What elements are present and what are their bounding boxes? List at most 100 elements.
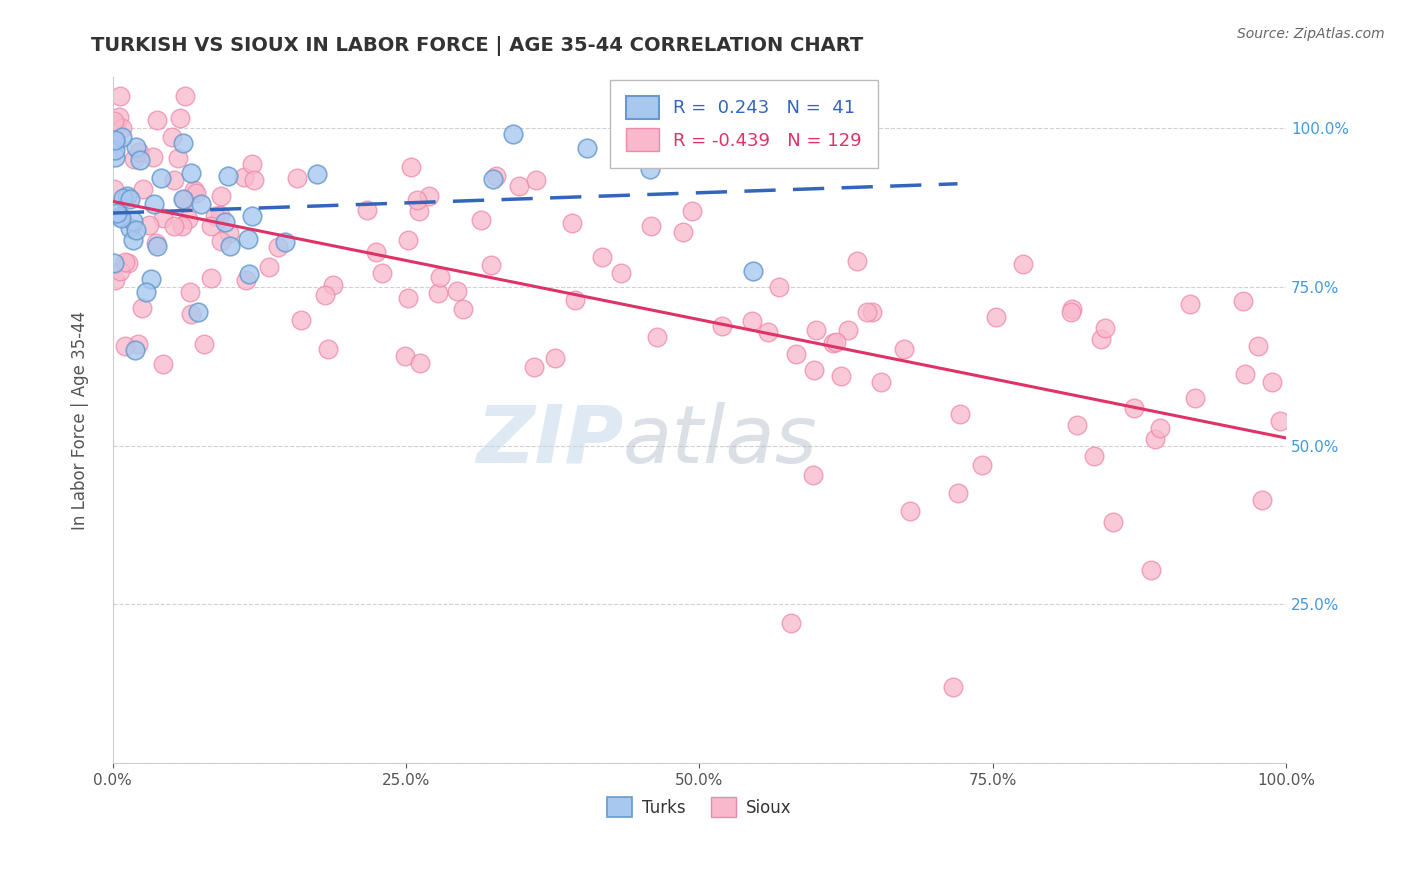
Point — [1234, 368, 1257, 382]
Point — [1060, 305, 1083, 319]
Point — [240, 209, 263, 223]
Point — [823, 335, 845, 350]
Point — [1062, 301, 1084, 316]
Point — [104, 133, 127, 147]
Point — [396, 291, 419, 305]
Point — [170, 219, 193, 233]
Point — [145, 112, 167, 127]
Point — [394, 349, 416, 363]
Point — [138, 218, 160, 232]
Point — [236, 232, 259, 246]
Point — [152, 211, 174, 225]
Point — [122, 233, 145, 247]
Point — [135, 285, 157, 299]
Point — [180, 307, 202, 321]
Point — [124, 140, 146, 154]
Point — [524, 173, 547, 187]
Point — [142, 197, 165, 211]
Point — [103, 255, 125, 269]
Point — [172, 192, 194, 206]
Point — [209, 235, 232, 249]
Text: TURKISH VS SIOUX IN LABOR FORCE | AGE 35-44 CORRELATION CHART: TURKISH VS SIOUX IN LABOR FORCE | AGE 35… — [91, 36, 863, 55]
Point — [257, 260, 280, 274]
Point — [108, 209, 131, 223]
Point — [142, 150, 165, 164]
Point — [846, 253, 869, 268]
Point — [1140, 563, 1163, 577]
Point — [179, 285, 201, 299]
Point — [364, 244, 387, 259]
Point — [108, 110, 131, 124]
Point — [146, 239, 169, 253]
Point — [1083, 450, 1105, 464]
Point — [172, 136, 194, 150]
Point — [451, 302, 474, 317]
Point — [103, 114, 125, 128]
Point — [285, 171, 308, 186]
Point — [180, 166, 202, 180]
Point — [1261, 375, 1284, 389]
Point — [104, 136, 127, 150]
Point — [502, 127, 524, 141]
Point — [214, 215, 236, 229]
Point — [305, 167, 328, 181]
Point — [209, 188, 232, 202]
Point — [482, 172, 505, 186]
Point — [409, 356, 432, 370]
Point — [163, 219, 186, 234]
Point — [575, 140, 598, 154]
Point — [801, 468, 824, 483]
Point — [893, 342, 915, 356]
Point — [274, 235, 297, 250]
Point — [117, 256, 139, 270]
Point — [1149, 421, 1171, 435]
Point — [218, 238, 240, 252]
Point — [638, 161, 661, 176]
Point — [190, 197, 212, 211]
Point — [544, 351, 567, 365]
Point — [522, 360, 544, 375]
Point — [218, 227, 240, 241]
Y-axis label: In Labor Force | Age 35-44: In Labor Force | Age 35-44 — [72, 310, 89, 530]
Point — [163, 173, 186, 187]
Point — [184, 186, 207, 200]
Point — [111, 130, 134, 145]
Point — [104, 151, 127, 165]
Point — [240, 157, 263, 171]
Point — [208, 208, 231, 222]
Point — [290, 313, 312, 327]
Point — [768, 279, 790, 293]
Point — [173, 194, 195, 208]
Point — [446, 284, 468, 298]
Point — [105, 206, 128, 220]
Point — [356, 202, 378, 217]
Point — [485, 169, 508, 183]
Point — [111, 191, 134, 205]
Point — [1066, 418, 1088, 433]
Point — [710, 319, 733, 334]
Point — [1090, 332, 1112, 346]
Point — [128, 145, 150, 160]
Point — [561, 216, 583, 230]
Point — [193, 336, 215, 351]
Point — [152, 357, 174, 371]
Point — [149, 171, 172, 186]
Point — [1012, 257, 1035, 271]
Point — [785, 347, 807, 361]
Point — [176, 212, 198, 227]
Point — [1180, 297, 1202, 311]
Point — [233, 169, 256, 184]
Point — [564, 293, 586, 307]
Point — [742, 264, 765, 278]
Point — [1143, 432, 1166, 446]
Point — [399, 161, 422, 175]
Point — [114, 339, 136, 353]
Point — [104, 273, 127, 287]
Point — [1123, 401, 1146, 416]
Point — [1102, 516, 1125, 530]
Point — [120, 192, 142, 206]
Point — [898, 504, 921, 518]
Text: Source: ZipAtlas.com: Source: ZipAtlas.com — [1237, 27, 1385, 41]
Point — [132, 182, 155, 196]
Point — [972, 458, 994, 472]
